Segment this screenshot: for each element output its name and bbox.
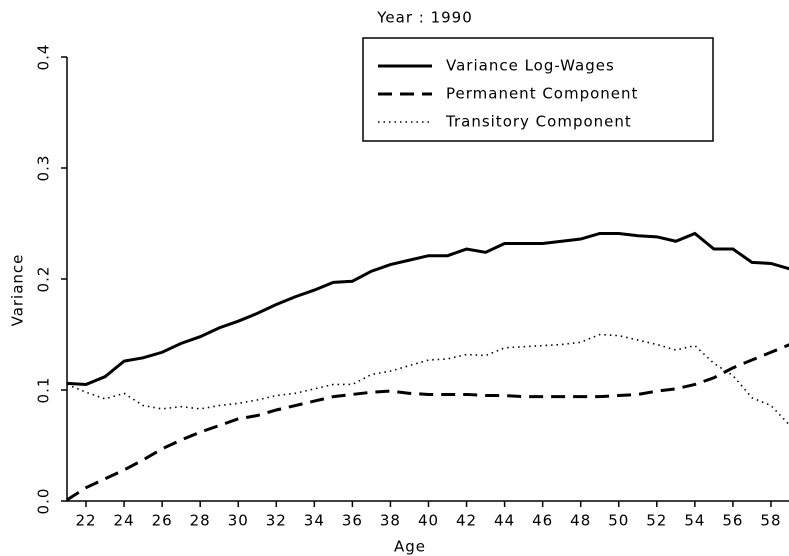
x-axis-label: Age xyxy=(394,538,426,556)
x-tick-label: 42 xyxy=(456,512,477,530)
series-line xyxy=(66,343,789,502)
x-tick-label: 56 xyxy=(722,512,743,530)
series-line xyxy=(66,231,789,386)
x-tick-label: 38 xyxy=(380,512,401,530)
x-tick-label: 50 xyxy=(608,512,629,530)
x-tick-label: 26 xyxy=(152,512,173,530)
x-tick-label: 52 xyxy=(646,512,667,530)
x-tick-label: 28 xyxy=(190,512,211,530)
x-tick-label: 30 xyxy=(228,512,249,530)
x-tick-label: 24 xyxy=(114,512,135,530)
legend-box xyxy=(362,37,714,142)
chart-title: Year : 1990 xyxy=(376,9,473,27)
x-tick-label: 36 xyxy=(342,512,363,530)
x-tick-label: 22 xyxy=(75,512,96,530)
legend-label: Permanent Component xyxy=(446,85,638,103)
y-tick-label: 0.3 xyxy=(35,155,53,182)
y-tick-label: 0.0 xyxy=(35,488,53,515)
y-tick-label: 0.4 xyxy=(35,44,53,71)
legend-label: Transitory Component xyxy=(445,113,632,131)
y-axis-label: Variance xyxy=(9,254,27,327)
y-tick-label: 0.2 xyxy=(35,266,53,293)
x-tick-label: 34 xyxy=(304,512,325,530)
x-tick-label: 54 xyxy=(684,512,705,530)
legend-label: Variance Log-Wages xyxy=(446,57,615,75)
x-tick-label: 58 xyxy=(760,512,781,530)
x-tick-label: 32 xyxy=(266,512,287,530)
y-tick-label: 0.1 xyxy=(35,377,53,404)
x-tick-label: 46 xyxy=(532,512,553,530)
series-line xyxy=(66,333,789,426)
x-tick-label: 48 xyxy=(570,512,591,530)
x-tick-label: 40 xyxy=(418,512,439,530)
x-tick-label: 44 xyxy=(494,512,515,530)
